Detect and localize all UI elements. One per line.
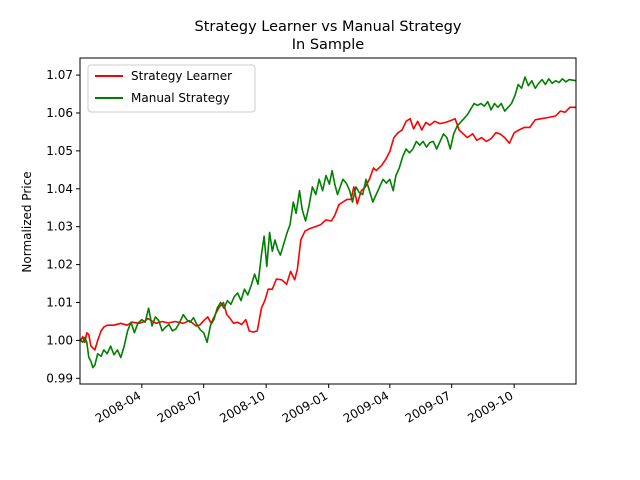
y-tick-label: 1.04 <box>46 182 73 196</box>
y-tick-label: 1.01 <box>46 296 73 310</box>
y-tick-label: 1.00 <box>46 333 73 347</box>
legend-label-manual-strategy: Manual Strategy <box>131 91 230 105</box>
series-line-manual-strategy <box>80 76 577 369</box>
y-axis-ticks: 0.99 1.00 1.01 1.02 1.03 1.04 1.05 1.06 1.07 <box>46 68 80 385</box>
legend-box <box>87 64 256 113</box>
y-tick-label: 1.03 <box>46 220 73 234</box>
y-tick-label: 0.99 <box>46 371 73 385</box>
y-tick-label: 1.06 <box>46 106 73 120</box>
chart-title: Strategy Learner vs Manual Strategy <box>195 19 462 35</box>
y-axis-label: Normalized Price <box>20 171 34 272</box>
chart-subtitle: In Sample <box>292 37 365 53</box>
plot-frame <box>79 57 577 385</box>
legend: Strategy Learner Manual Strategy <box>87 64 256 113</box>
legend-label-strategy-learner: Strategy Learner <box>131 69 232 83</box>
y-tick-label: 1.07 <box>46 68 73 82</box>
y-tick-label: 1.05 <box>46 144 73 158</box>
y-tick-label: 1.02 <box>46 258 73 272</box>
plot-lines <box>79 76 577 369</box>
